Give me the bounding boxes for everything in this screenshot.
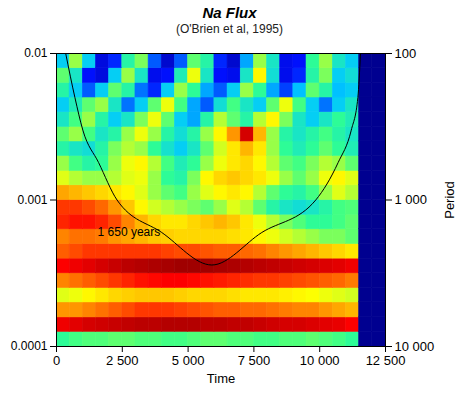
svg-text:2 500: 2 500: [106, 353, 139, 368]
svg-text:10 000: 10 000: [300, 353, 340, 368]
svg-text:12 500: 12 500: [366, 353, 406, 368]
svg-text:1 650 years: 1 650 years: [98, 225, 161, 239]
svg-text:100: 100: [395, 46, 417, 61]
svg-text:0: 0: [53, 353, 60, 368]
svg-text:10 000: 10 000: [395, 339, 435, 354]
svg-text:Period: Period: [442, 181, 457, 219]
svg-text:Time: Time: [207, 371, 235, 386]
svg-text:7 500: 7 500: [238, 353, 271, 368]
svg-text:0.001: 0.001: [17, 193, 47, 207]
svg-text:0.0001: 0.0001: [11, 339, 48, 353]
svg-text:0.01: 0.01: [24, 46, 48, 60]
html-text:(O'Brien et al, 1995): (O'Brien et al, 1995): [176, 22, 283, 36]
svg-text:5 000: 5 000: [172, 353, 205, 368]
html-text:Na Flux: Na Flux: [202, 4, 257, 21]
svg-text:1 000: 1 000: [395, 192, 428, 207]
